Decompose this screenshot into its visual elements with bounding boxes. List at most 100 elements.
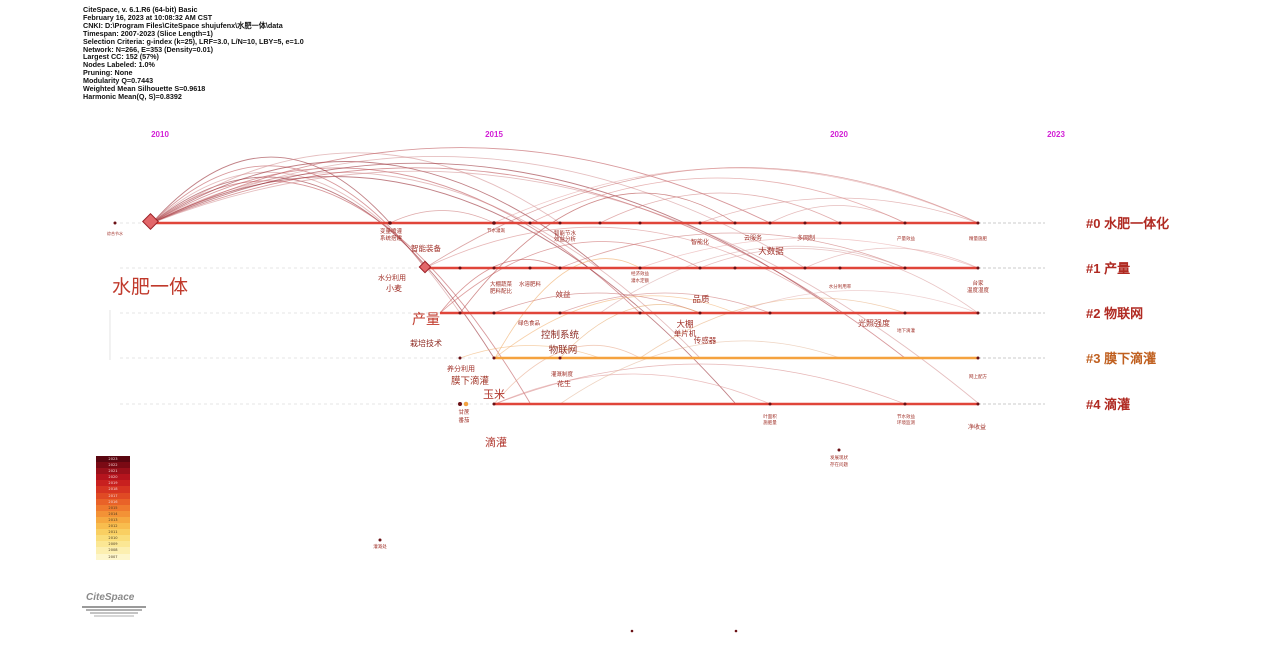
keyword-label: 存在问题 [830, 461, 848, 468]
keyword-node[interactable] [528, 221, 532, 225]
keyword-label: 灌溉制度 [551, 370, 574, 378]
keyword-label: 节水效益 [897, 413, 915, 420]
logo-text: CiteSpace [86, 592, 135, 603]
citation-arc [151, 156, 391, 224]
citation-arc [529, 177, 906, 224]
citation-arc [494, 373, 771, 405]
citation-arc [151, 167, 906, 359]
keyword-label: 大数据 [758, 246, 784, 257]
keyword-node[interactable] [698, 221, 702, 225]
legend-year-cell: 2017 [96, 492, 130, 499]
keyword-label: 灌溉处 [373, 543, 387, 550]
keyword-label: 叶面积 [763, 413, 777, 420]
info-line: CiteSpace, v. 6.1.R6 (64-bit) Basic [83, 5, 198, 14]
keyword-node[interactable] [492, 221, 496, 225]
keyword-node[interactable] [903, 221, 907, 225]
citation-arc [639, 297, 906, 359]
legend-year-cell: 2019 [96, 480, 130, 487]
keyword-label: 水肥一体 [112, 276, 188, 298]
keyword-node[interactable] [838, 221, 842, 225]
keyword-node[interactable] [733, 221, 737, 225]
cluster-label[interactable]: #2 物联网 [1086, 306, 1143, 321]
keyword-node[interactable] [698, 311, 702, 315]
info-line: Weighted Mean Silhouette S=0.9618 [83, 84, 206, 94]
keyword-label: 玉米 [483, 388, 505, 401]
keyword-node[interactable] [734, 629, 738, 633]
keyword-label: 智能装备 [411, 243, 441, 253]
keyword-label: 大棚 [676, 319, 693, 330]
keyword-node[interactable] [698, 266, 702, 270]
keyword-node[interactable] [733, 266, 737, 270]
keyword-node[interactable] [388, 221, 392, 225]
keyword-node[interactable] [598, 221, 602, 225]
citation-arc [459, 192, 736, 314]
keyword-node[interactable] [492, 311, 496, 315]
hub-node[interactable] [418, 260, 432, 274]
cluster-label[interactable]: #4 滴灌 [1086, 397, 1130, 412]
legend-year-cell: 2009 [96, 541, 130, 548]
year-tick-label: 2023 [1047, 130, 1065, 139]
keyword-label: 变量喷灌 [380, 227, 403, 235]
keyword-node[interactable] [768, 311, 772, 315]
keyword-node[interactable] [558, 221, 562, 225]
keyword-node[interactable] [492, 356, 496, 360]
keyword-node[interactable] [458, 402, 462, 406]
keyword-node[interactable] [976, 402, 980, 406]
keyword-node[interactable] [838, 266, 842, 270]
keyword-node[interactable] [113, 221, 117, 225]
keyword-node[interactable] [638, 266, 642, 270]
keyword-node[interactable] [638, 221, 642, 225]
keyword-label: 水分利用率 [829, 283, 852, 290]
keyword-node[interactable] [528, 266, 532, 270]
keyword-label: 经济效益 [631, 270, 649, 277]
hub-node[interactable] [142, 213, 159, 230]
keyword-node[interactable] [768, 402, 772, 406]
keyword-node[interactable] [837, 448, 841, 452]
keyword-node[interactable] [558, 356, 562, 360]
legend-year-cell: 2018 [96, 486, 130, 493]
citation-arc [493, 345, 641, 405]
info-line: Modularity Q=0.7443 [83, 76, 154, 86]
citation-arc [493, 167, 979, 224]
keyword-node[interactable] [903, 311, 907, 315]
keyword-node[interactable] [458, 356, 462, 360]
keyword-label: 智能节水 [554, 229, 577, 237]
keyword-label: 肥料配比 [490, 287, 513, 295]
citation-arc [493, 292, 701, 314]
citation-arcs [151, 147, 979, 405]
cluster-label[interactable]: #0 水肥一体化 [1086, 216, 1169, 231]
keyword-node[interactable] [492, 266, 496, 270]
citation-arc [699, 248, 979, 314]
keyword-node[interactable] [976, 311, 980, 315]
keyword-label: 产量 [412, 312, 440, 328]
keyword-node[interactable] [458, 266, 462, 270]
keyword-node[interactable] [976, 356, 980, 360]
keyword-node[interactable] [638, 311, 642, 315]
keyword-label: 产量效益 [897, 235, 915, 242]
keyword-node[interactable] [976, 266, 980, 270]
keyword-label: 温度湿度 [967, 286, 990, 294]
keyword-node[interactable] [768, 221, 772, 225]
keyword-node[interactable] [803, 221, 807, 225]
keyword-node[interactable] [558, 266, 562, 270]
keyword-label: 花生 [557, 379, 571, 388]
keyword-node[interactable] [903, 402, 907, 406]
network-info-panel: CiteSpace, v. 6.1.R6 (64-bit) Basic Febru… [83, 6, 304, 101]
keyword-node[interactable] [903, 266, 907, 270]
keyword-label: 大棚蔬菜 [490, 280, 513, 288]
cluster-label[interactable]: #1 产量 [1086, 261, 1130, 276]
keyword-node[interactable] [463, 401, 469, 407]
info-line: Pruning: None [83, 68, 133, 78]
keyword-node[interactable] [378, 538, 382, 542]
keyword-label: 绿色食品 [518, 319, 541, 327]
keyword-node[interactable] [558, 311, 562, 315]
keyword-node[interactable] [458, 311, 462, 315]
keyword-label: 栽培技术 [410, 338, 442, 348]
keyword-node[interactable] [803, 266, 807, 270]
keyword-node[interactable] [492, 402, 496, 406]
keyword-node[interactable] [630, 629, 634, 633]
keyword-node[interactable] [976, 221, 980, 225]
cluster-label[interactable]: #3 膜下滴灌 [1086, 351, 1156, 366]
year-tick-label: 2020 [830, 130, 848, 139]
